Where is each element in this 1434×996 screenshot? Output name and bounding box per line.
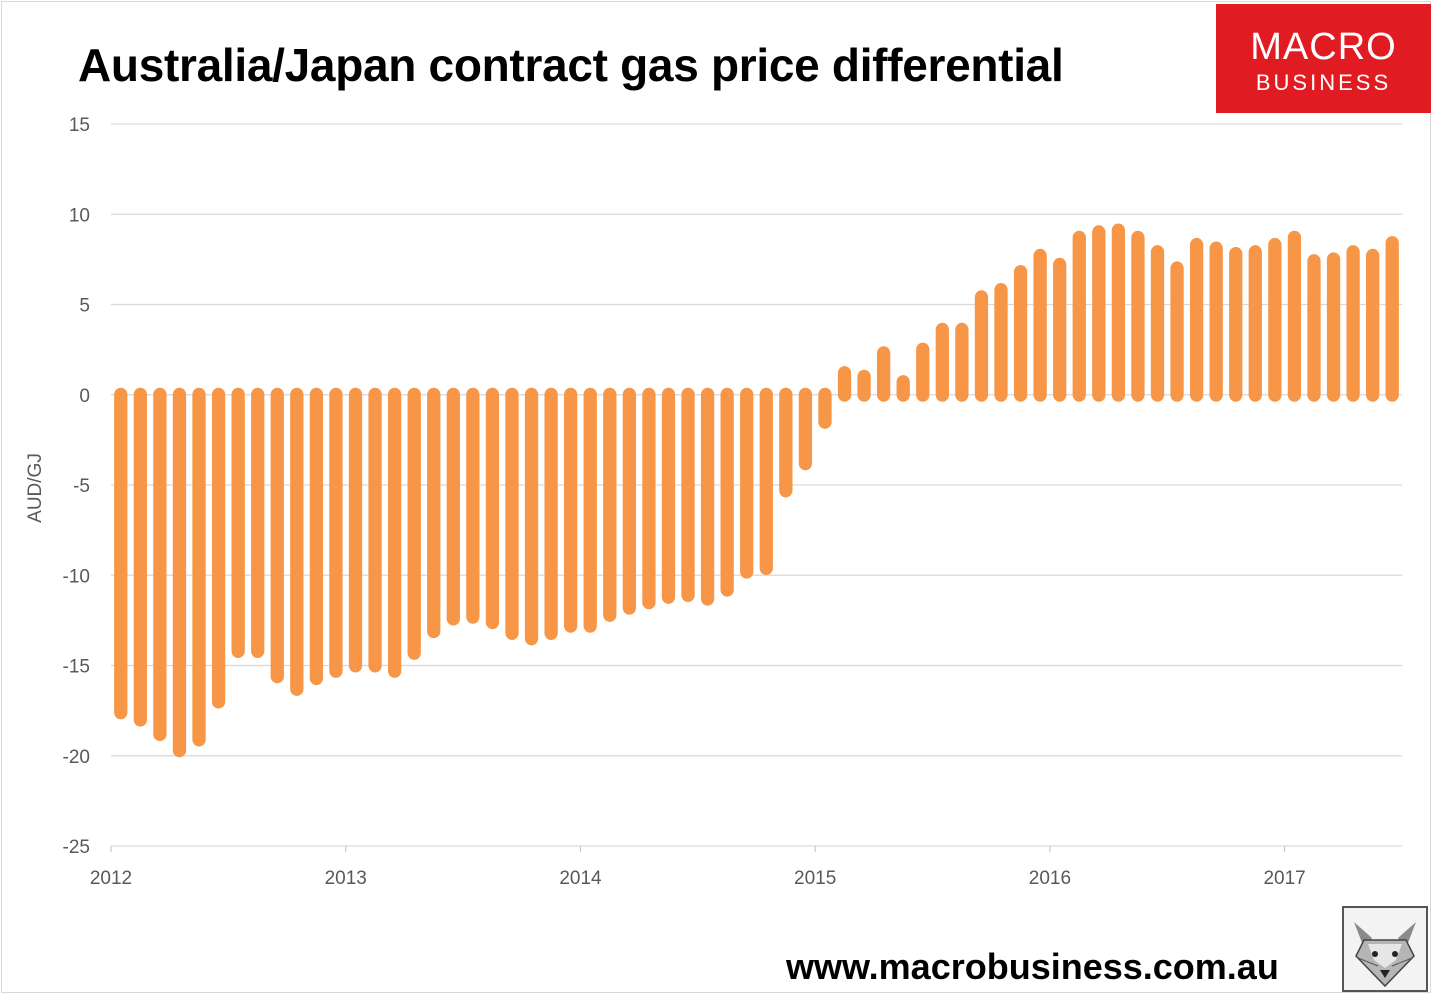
x-tick-label: 2016 [1029, 868, 1071, 889]
bar-2015-11 [1013, 265, 1028, 402]
bar-2013-12 [564, 387, 578, 633]
gridlines [111, 123, 1402, 847]
bar-2013-03 [387, 387, 402, 678]
bar-2012-08 [251, 387, 265, 659]
bar-2017-04 [1346, 245, 1360, 402]
y-tick-label: -5 [73, 476, 90, 497]
bar-2016-04 [1111, 223, 1126, 402]
bar-2015-01 [818, 387, 832, 429]
bar-2013-09 [505, 387, 519, 641]
bar-2017-01 [1287, 230, 1302, 402]
bar-2012-12 [329, 387, 343, 678]
bar-2016-07 [1170, 261, 1184, 402]
y-tick-label: 0 [79, 386, 90, 407]
bar-2016-01 [1053, 257, 1067, 402]
bar-2014-05 [661, 387, 676, 604]
y-axis-label: AUD/GJ [25, 453, 46, 523]
bar-2012-09 [270, 387, 284, 684]
bar-2016-05 [1131, 230, 1145, 402]
bar-2014-04 [642, 387, 656, 610]
y-tick-label: -10 [63, 566, 90, 587]
bar-2014-12 [798, 387, 813, 471]
bar-2012-11 [309, 387, 324, 686]
bar-2014-11 [779, 387, 793, 498]
x-tick-label: 2015 [794, 868, 836, 889]
bar-2015-04 [876, 346, 891, 402]
bar-2016-08 [1189, 237, 1204, 402]
bar-2012-01 [114, 387, 128, 720]
macro-business-logo: MACRO BUSINESS [1216, 4, 1431, 113]
bar-2012-04 [172, 387, 187, 758]
bar-2016-09 [1209, 241, 1223, 402]
y-tick-label: 15 [69, 115, 90, 136]
bar-2017-02 [1307, 254, 1321, 402]
bar-2016-10 [1229, 246, 1243, 402]
bars [114, 223, 1399, 758]
bar-2014-06 [681, 387, 695, 603]
bar-2015-05 [896, 375, 910, 402]
chart-title: Australia/Japan contract gas price diffe… [78, 39, 1064, 91]
x-tick-label: 2014 [559, 868, 602, 889]
bar-2012-02 [133, 387, 147, 727]
bar-2015-12 [1033, 248, 1047, 402]
bar-2013-06 [446, 387, 460, 626]
x-tick-label: 2013 [325, 868, 367, 889]
bar-2015-10 [994, 283, 1008, 402]
x-tick-label: 2017 [1263, 868, 1305, 889]
bar-2014-01 [583, 387, 597, 633]
bar-2015-06 [916, 342, 930, 402]
y-tick-label: 5 [79, 296, 90, 317]
bar-2012-06 [211, 387, 226, 709]
bar-2014-09 [740, 387, 754, 579]
bar-2016-02 [1072, 230, 1086, 402]
bar-2014-07 [700, 387, 715, 606]
logo-line-2: BUSINESS [1255, 70, 1392, 95]
bar-2014-08 [720, 387, 734, 597]
bar-2012-10 [290, 387, 304, 696]
x-axis-ticks: 2012 2013 2014 2015 2016 2017 [90, 846, 1306, 889]
bar-2015-03 [857, 369, 871, 402]
bar-2013-11 [544, 387, 558, 641]
logo-line-1: MACRO [1250, 26, 1397, 68]
y-tick-label: 10 [69, 205, 90, 226]
bar-2015-02 [837, 366, 852, 402]
bar-2016-11 [1248, 245, 1262, 402]
y-tick-label: -15 [63, 657, 90, 678]
bar-2015-07 [935, 322, 949, 402]
bar-2013-07 [466, 387, 480, 624]
bar-2017-05 [1366, 248, 1380, 402]
y-tick-label: -25 [63, 837, 90, 858]
bar-2017-06 [1385, 236, 1399, 402]
bar-2014-10 [759, 387, 773, 576]
y-tick-label: -20 [63, 747, 90, 768]
bar-2014-03 [622, 387, 637, 615]
bar-2016-03 [1092, 225, 1106, 402]
bar-2013-02 [368, 387, 382, 673]
y-axis-ticks: 15 10 5 0 -5 -10 -15 -20 -25 [63, 115, 90, 858]
bar-2013-08 [485, 387, 500, 630]
bar-2012-07 [231, 387, 245, 659]
bar-2013-04 [407, 387, 421, 660]
bar-2015-08 [955, 322, 969, 402]
bar-2013-05 [427, 387, 441, 639]
bar-2013-10 [524, 387, 539, 646]
bar-2013-01 [348, 387, 363, 673]
fox-icon [1342, 906, 1428, 992]
website-url: www.macrobusiness.com.au [786, 946, 1279, 987]
bar-2015-09 [974, 290, 989, 402]
bar-2014-02 [603, 387, 617, 622]
bar-2016-12 [1268, 237, 1282, 402]
bar-2012-03 [153, 387, 167, 742]
bar-2012-05 [192, 387, 206, 747]
x-tick-label: 2012 [90, 868, 132, 889]
bar-2016-06 [1150, 245, 1165, 402]
bar-2017-03 [1326, 252, 1341, 402]
